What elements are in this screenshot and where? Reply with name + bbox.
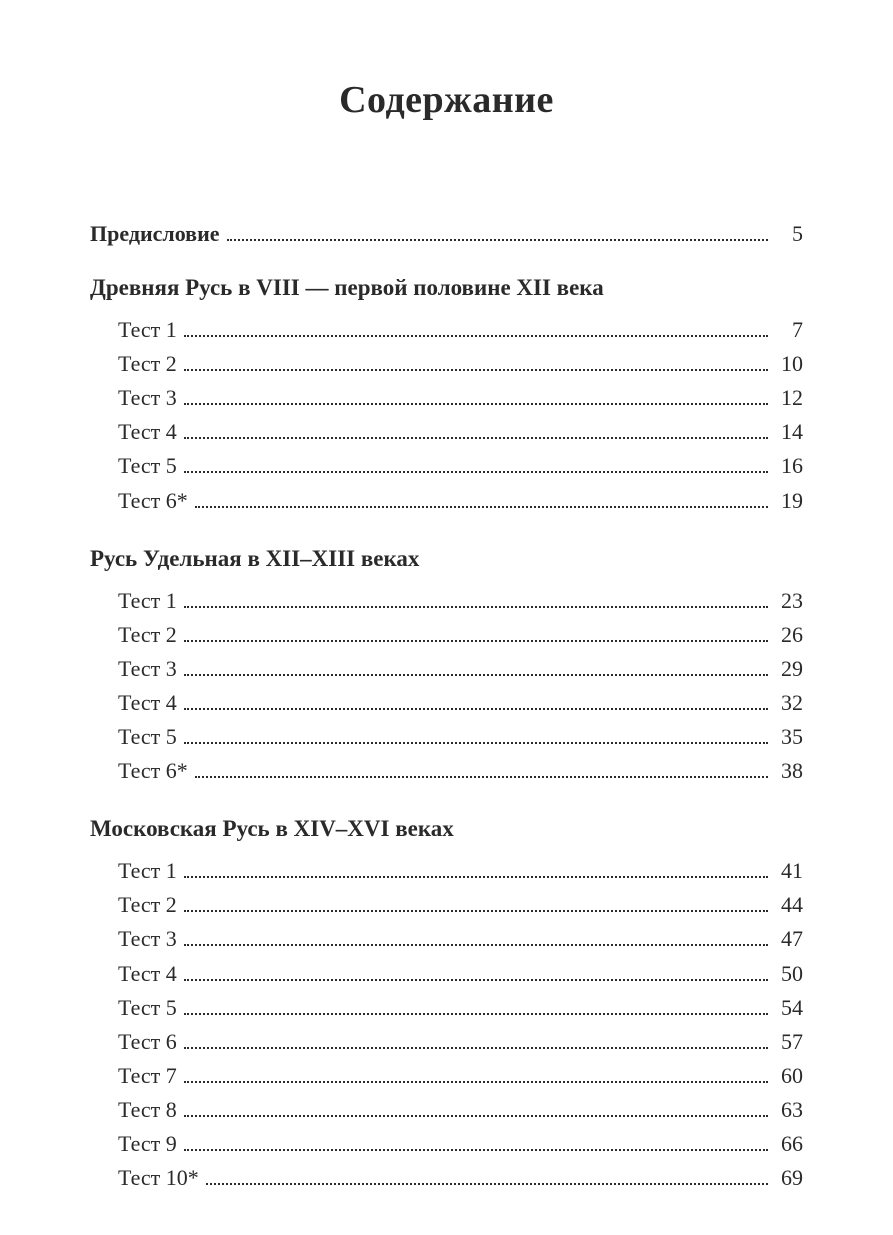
dot-leader bbox=[184, 856, 768, 878]
dot-leader bbox=[195, 756, 768, 778]
toc-entry-page: 60 bbox=[771, 1059, 803, 1093]
toc-entry: Тест 4 14 bbox=[90, 415, 803, 449]
toc-entry: Тест 4 50 bbox=[90, 957, 803, 991]
dot-leader bbox=[206, 1163, 768, 1185]
toc-entry-label: Тест 4 bbox=[118, 957, 181, 991]
toc-entry-page: 12 bbox=[771, 381, 803, 415]
toc-entry: Тест 2 44 bbox=[90, 888, 803, 922]
toc-entry-page: 50 bbox=[771, 957, 803, 991]
dot-leader bbox=[184, 1095, 768, 1117]
toc-entry-label: Тест 5 bbox=[118, 991, 181, 1025]
dot-leader bbox=[184, 688, 768, 710]
toc-entry-label: Тест 5 bbox=[118, 449, 181, 483]
toc-entry-page: 26 bbox=[771, 618, 803, 652]
dot-leader bbox=[184, 722, 768, 744]
toc-entry: Тест 5 16 bbox=[90, 449, 803, 483]
toc-entry: Тест 10* 69 bbox=[90, 1161, 803, 1195]
toc-entry-page: 66 bbox=[771, 1127, 803, 1161]
toc-entry-label: Тест 3 bbox=[118, 381, 181, 415]
toc-entry-label: Тест 5 bbox=[118, 720, 181, 754]
dot-leader bbox=[184, 452, 768, 474]
toc-entry: Тест 1 41 bbox=[90, 854, 803, 888]
dot-leader bbox=[184, 891, 768, 913]
toc-entry-page: 19 bbox=[771, 484, 803, 518]
toc-entry-label: Тест 3 bbox=[118, 652, 181, 686]
toc-entry-page: 29 bbox=[771, 652, 803, 686]
toc-entry-label: Тест 2 bbox=[118, 618, 181, 652]
toc-entry: Тест 1 7 bbox=[90, 313, 803, 347]
section-heading: Московская Русь в XIV–XVI веках bbox=[90, 816, 803, 842]
toc-entry-label: Тест 6* bbox=[118, 754, 192, 788]
toc-entry: Предисловие 5 bbox=[90, 217, 803, 251]
dot-leader bbox=[184, 925, 768, 947]
toc-entry-page: 41 bbox=[771, 854, 803, 888]
toc-entry-page: 16 bbox=[771, 449, 803, 483]
toc-entry: Тест 8 63 bbox=[90, 1093, 803, 1127]
toc-entry: Тест 6* 19 bbox=[90, 484, 803, 518]
toc-entry-label: Тест 4 bbox=[118, 686, 181, 720]
toc-entry-page: 63 bbox=[771, 1093, 803, 1127]
page: Содержание Предисловие 5 Древняя Русь в VI… bbox=[0, 0, 893, 1235]
toc-entry: Тест 3 12 bbox=[90, 381, 803, 415]
toc-entry-page: 47 bbox=[771, 922, 803, 956]
toc-entry-page: 32 bbox=[771, 686, 803, 720]
toc-entry-page: 7 bbox=[771, 313, 803, 347]
dot-leader bbox=[184, 1027, 768, 1049]
toc-entry: Тест 2 10 bbox=[90, 347, 803, 381]
toc-entry-label: Тест 4 bbox=[118, 415, 181, 449]
dot-leader bbox=[184, 1129, 768, 1151]
toc-entry-label: Тест 6* bbox=[118, 484, 192, 518]
toc-entry-page: 38 bbox=[771, 754, 803, 788]
table-of-contents: Предисловие 5 Древняя Русь в VIII — первой… bbox=[90, 217, 803, 1195]
dot-leader bbox=[184, 383, 768, 405]
toc-entry-page: 57 bbox=[771, 1025, 803, 1059]
toc-entry: Тест 9 66 bbox=[90, 1127, 803, 1161]
toc-entry: Тест 5 54 bbox=[90, 991, 803, 1025]
toc-entry: Тест 3 47 bbox=[90, 922, 803, 956]
dot-leader bbox=[184, 654, 768, 676]
toc-entry: Тест 6 57 bbox=[90, 1025, 803, 1059]
toc-entry-label: Тест 6 bbox=[118, 1025, 181, 1059]
toc-entry-page: 35 bbox=[771, 720, 803, 754]
toc-entry-label: Тест 8 bbox=[118, 1093, 181, 1127]
dot-leader bbox=[184, 418, 768, 440]
toc-entry-page: 14 bbox=[771, 415, 803, 449]
toc-entry: Тест 3 29 bbox=[90, 652, 803, 686]
toc-entry-label: Тест 1 bbox=[118, 584, 181, 618]
dot-leader bbox=[195, 486, 768, 508]
toc-entry-page: 5 bbox=[771, 217, 803, 251]
toc-entry-label: Предисловие bbox=[90, 217, 224, 251]
dot-leader bbox=[184, 315, 768, 337]
toc-entry: Тест 2 26 bbox=[90, 618, 803, 652]
dot-leader bbox=[184, 1061, 768, 1083]
dot-leader bbox=[184, 586, 768, 608]
toc-entry-page: 69 bbox=[771, 1161, 803, 1195]
section-heading: Русь Удельная в XII–XIII веках bbox=[90, 546, 803, 572]
dot-leader bbox=[184, 959, 768, 981]
toc-entry-page: 10 bbox=[771, 347, 803, 381]
toc-entry-label: Тест 9 bbox=[118, 1127, 181, 1161]
dot-leader bbox=[184, 620, 768, 642]
toc-entry: Тест 6* 38 bbox=[90, 754, 803, 788]
toc-entry-label: Тест 2 bbox=[118, 347, 181, 381]
dot-leader bbox=[184, 349, 768, 371]
section-heading: Древняя Русь в VIII — первой половине XI… bbox=[90, 275, 803, 301]
toc-entry-page: 54 bbox=[771, 991, 803, 1025]
dot-leader bbox=[227, 219, 768, 241]
toc-entry: Тест 7 60 bbox=[90, 1059, 803, 1093]
toc-entry-label: Тест 1 bbox=[118, 313, 181, 347]
toc-entry-label: Тест 3 bbox=[118, 922, 181, 956]
toc-entry-label: Тест 2 bbox=[118, 888, 181, 922]
toc-entry-label: Тест 1 bbox=[118, 854, 181, 888]
page-title: Содержание bbox=[90, 78, 803, 122]
toc-entry-label: Тест 10* bbox=[118, 1161, 203, 1195]
dot-leader bbox=[184, 993, 768, 1015]
toc-entry: Тест 4 32 bbox=[90, 686, 803, 720]
toc-entry: Тест 1 23 bbox=[90, 584, 803, 618]
toc-entry-label: Тест 7 bbox=[118, 1059, 181, 1093]
toc-entry-page: 23 bbox=[771, 584, 803, 618]
toc-entry: Тест 5 35 bbox=[90, 720, 803, 754]
toc-entry-page: 44 bbox=[771, 888, 803, 922]
